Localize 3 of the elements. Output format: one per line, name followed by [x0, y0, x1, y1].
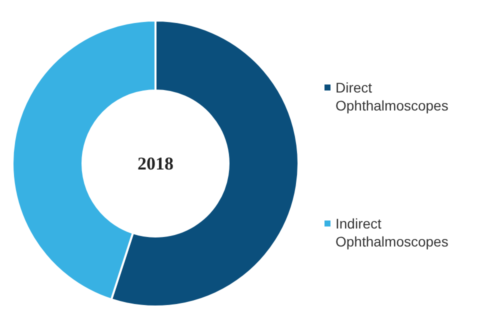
- text: 2018: [138, 154, 174, 174]
- legend-label: Indirect Ophthalmoscopes: [336, 216, 448, 250]
- legend-label: Direct Ophthalmoscopes: [336, 80, 448, 114]
